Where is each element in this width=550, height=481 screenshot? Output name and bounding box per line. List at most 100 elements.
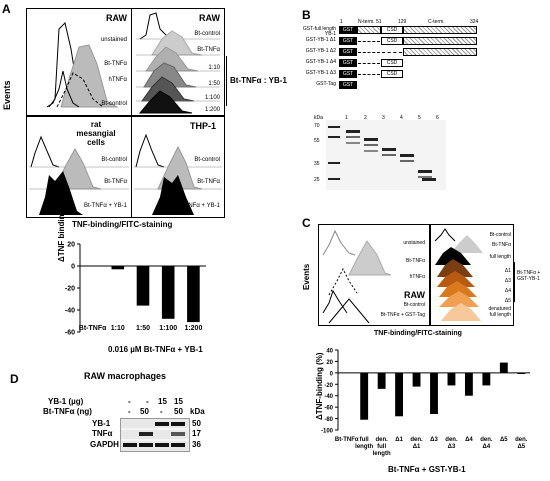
y-tick-label: -40 (324, 394, 333, 400)
construct-label: GST-YB-1 Δ4 (305, 59, 336, 65)
lane-label: 5 (418, 115, 421, 121)
construct-label: GST-full length YB-1 (302, 26, 336, 37)
x-tick-label: Δ4 (483, 444, 491, 450)
legend-label: Bt-control (101, 157, 127, 163)
domain-pos: 129 (398, 19, 407, 25)
legend-label: Δ3 (504, 278, 511, 284)
histogram-overlay (46, 22, 119, 108)
gel-kda-label: kDa (314, 115, 323, 121)
construct-label: GST-YB-1 Δ3 (305, 70, 336, 76)
ladder-label: 55 (314, 138, 320, 144)
gst-tag-box: GST (339, 70, 357, 78)
deletion-dash (358, 52, 380, 53)
legend-label: Bt-control (489, 232, 511, 238)
csd-domain-box: CSD (381, 59, 403, 67)
legend-label: Bt-TNFα + GST-Tag (380, 312, 425, 318)
bar (499, 362, 508, 373)
x-tick-label: Δ3 (430, 437, 438, 443)
csd-domain-box: CSD (381, 26, 403, 34)
bracket-label: Bt-TNFα : YB-1 (230, 76, 287, 85)
bar (464, 372, 473, 396)
bar (517, 372, 526, 374)
legend-label: hTNFα (108, 77, 127, 83)
x-tick-label: full (360, 437, 369, 443)
legend-label: Bt-TNFα + YB-1 (177, 203, 220, 209)
bar (412, 372, 421, 387)
blot-label: TNFα (92, 429, 113, 438)
gst-tag-box: GST (339, 37, 357, 45)
lane-value: 50 (174, 407, 183, 416)
lane-label: 1 (345, 115, 348, 121)
csd-domain-box: CSD (381, 37, 403, 45)
y-tick-label: -20 (65, 286, 75, 293)
y-tick-label: -60 (324, 406, 333, 412)
y-tick-label: 40 (326, 349, 333, 355)
x-tick-label: 1:50 (136, 325, 150, 332)
lane-label: 2 (364, 115, 367, 121)
box-title: RAW (199, 13, 220, 23)
bar (111, 266, 125, 270)
legend-label: Bt-TNFα (492, 242, 511, 248)
legend-label: Bt-TNFα + YB-1 (84, 203, 127, 209)
chart-a-group-label: 0.016 µM Bt-TNFα + YB-1 (108, 345, 203, 354)
histogram-box-c-left: RAW unstained Bt-TNFα hTNFα Bt-control B… (318, 224, 430, 326)
x-tick-label: Δ1 (395, 437, 403, 443)
bracket-line (226, 56, 227, 106)
legend-label: Bt-TNFα (197, 47, 220, 53)
deletion-dash (382, 52, 402, 53)
x-tick-label: Bt-TNFα (79, 325, 107, 332)
x-tick-label: den. (375, 437, 388, 443)
y-tick-label: 20 (67, 242, 75, 249)
panel-a-x-axis-label: TNF-binding/FITC-staining (72, 220, 173, 229)
lane-value: - (128, 407, 131, 416)
histogram-overlay (134, 133, 222, 215)
domain-label: N-term. (358, 19, 375, 25)
kda-marker: 17 (192, 429, 201, 438)
kda-label: kDa (190, 407, 205, 416)
legend-label: hTNFα (409, 274, 425, 280)
y-tick-label: -100 (321, 429, 334, 435)
lane-label: 3 (382, 115, 385, 121)
x-tick-label: length (355, 444, 373, 450)
x-tick-label: Δ1 (413, 444, 421, 450)
nterm-segment (357, 26, 381, 34)
y-tick-label: 0 (330, 371, 334, 377)
western-blot (120, 418, 190, 452)
panel-label-a: A (2, 2, 11, 16)
histogram-box-raw: RAW unstained Bt-TNFα hTNFα Bt-control (26, 8, 132, 116)
cterm-segment (403, 26, 477, 34)
x-tick-label: 1:10 (111, 325, 125, 332)
legend-label: unstained (100, 37, 127, 43)
bar (377, 372, 386, 389)
cterm-segment (403, 48, 477, 56)
gst-tag-box: GST (339, 26, 357, 34)
histogram-box-c-right: Bt-control Bt-TNFα full length Δ1 Δ3 Δ4 … (430, 224, 514, 326)
legend-label: Bt-TNFα (104, 61, 127, 67)
y-tick-label: -60 (65, 330, 75, 337)
y-tick-label: -80 (324, 417, 333, 423)
x-tick-label: den. (445, 437, 458, 443)
row-label: YB-1 (µg) (48, 397, 84, 406)
panel-label-d: D (10, 372, 19, 386)
legend-label: 1:50 (208, 81, 220, 87)
y-tick-label: 0 (71, 264, 75, 271)
x-tick-label: Bt-TNFα (335, 437, 359, 443)
x-tick-label: den. (410, 437, 423, 443)
bar (430, 372, 438, 414)
construct-label: GST-Tag (316, 81, 336, 87)
bracket-label: Bt-TNFα + GST-YB-1 (517, 270, 541, 282)
legend-label: unstained (403, 240, 425, 246)
histogram-box-thp1: THP-1 Bt-control Bt-TNFα Bt-TNFα + YB-1 (131, 116, 225, 218)
blot-label: GAPDH (90, 440, 119, 449)
legend-label: Bt-control (101, 101, 127, 107)
x-tick-label: 1:100 (159, 325, 177, 332)
legend-label: Bt-TNFα (197, 179, 220, 185)
lane-label: 4 (400, 115, 403, 121)
gst-tag-box: GST (339, 48, 357, 56)
legend-label: 1:100 (204, 95, 220, 101)
bar (482, 372, 491, 386)
box-title: rat mesangial cells (76, 120, 116, 147)
chart-c-group-label: Bt-TNFα + GST-YB-1 (388, 465, 466, 474)
box-title: RAW (106, 13, 127, 23)
x-tick-label: Δ5 (517, 444, 525, 450)
